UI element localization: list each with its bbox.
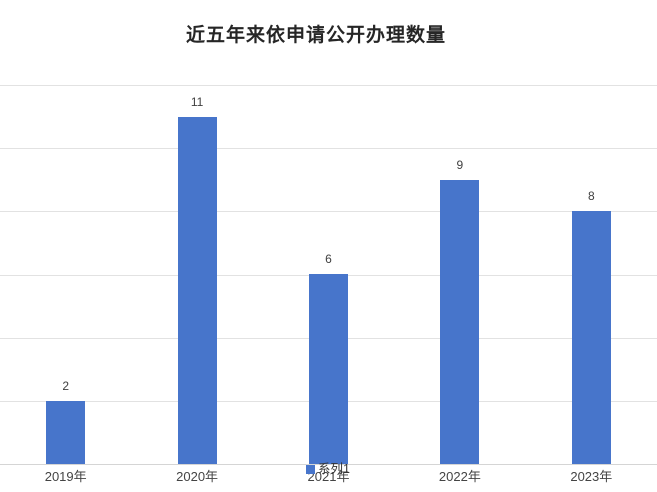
x-axis-label: 2022年 xyxy=(438,469,481,484)
bar-value-label: 9 xyxy=(456,158,464,172)
bar-value-label: 8 xyxy=(587,189,595,203)
legend: 系列1 xyxy=(306,463,350,476)
chart-title: 近五年来依申请公开办理数量 xyxy=(185,24,447,46)
bar-value-label: 6 xyxy=(325,252,332,266)
bar xyxy=(571,211,611,464)
gridline xyxy=(0,85,657,86)
x-axis-line xyxy=(0,464,657,465)
gridline xyxy=(0,211,657,213)
legend-series-marker-icon xyxy=(306,465,315,474)
plot-area: 2 11 6 9 8 xyxy=(0,85,657,465)
x-axis-label: 2020年 xyxy=(176,469,219,484)
x-axis-label: 2023年 xyxy=(570,469,613,484)
bar-value-label: 11 xyxy=(190,95,204,109)
gridline xyxy=(0,148,657,150)
legend-series-label: 系列1 xyxy=(318,462,350,476)
x-axis: 2019年 2020年 2021年 2022年 2023年 xyxy=(0,469,657,487)
bar xyxy=(46,401,86,464)
bar-value-label: 2 xyxy=(62,379,70,393)
bar xyxy=(440,180,480,464)
bar xyxy=(309,274,348,464)
x-axis-label: 2021年 xyxy=(307,469,350,484)
bar xyxy=(177,117,217,464)
x-axis-label: 2019年 xyxy=(44,469,87,484)
